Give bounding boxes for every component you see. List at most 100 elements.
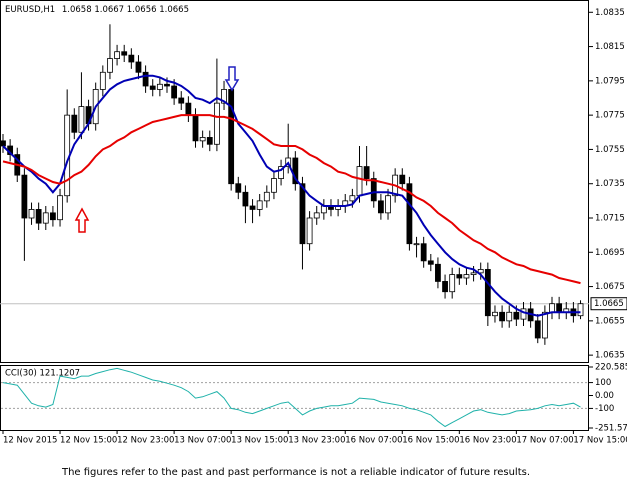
- candle-body: [71, 114, 78, 133]
- candle-body: [513, 311, 520, 320]
- candle-body: [577, 303, 584, 317]
- x-tick-label: 13 Nov 15:00: [231, 436, 288, 446]
- y-tick-label: 1.0835: [595, 8, 625, 18]
- symbol: EURUSD,H1: [5, 5, 55, 15]
- y-tick-label: 1.0735: [595, 179, 625, 189]
- candle-body: [356, 166, 363, 197]
- candle-body: [278, 166, 284, 179]
- x-tick-label: 16 Nov 07:00: [345, 436, 402, 446]
- candle-body: [484, 269, 491, 317]
- candle-body: [121, 51, 128, 56]
- candle-body: [420, 243, 427, 262]
- candle-body: [370, 178, 377, 202]
- y-tick-label: 1.0755: [595, 145, 625, 155]
- y-tick-label: 220.5852: [595, 363, 627, 373]
- candle-body: [492, 311, 498, 317]
- candle-body: [228, 89, 235, 185]
- chart-header: EURUSD,H1 1.0658 1.0667 1.0656 1.0665: [5, 5, 189, 15]
- candle-body: [413, 243, 420, 246]
- y-tick-label: 1.0695: [595, 248, 625, 258]
- candle-body: [306, 217, 313, 245]
- candle-body: [377, 200, 384, 214]
- candle-body: [28, 209, 35, 219]
- cci-title: CCI(30) 121.1207: [5, 369, 80, 379]
- candle-body: [456, 274, 463, 279]
- y-tick-label: 1.0635: [595, 351, 625, 361]
- candle-body: [178, 97, 185, 104]
- candle-body: [171, 85, 178, 99]
- candle-body: [256, 200, 263, 210]
- candle-body: [549, 303, 555, 313]
- y-tick-label: 1.0815: [595, 42, 625, 52]
- last-price-label: 1.0665: [594, 299, 624, 309]
- candle-body: [271, 178, 277, 193]
- candle-body: [128, 54, 135, 63]
- candle-body: [363, 166, 370, 179]
- candle-body: [164, 83, 170, 87]
- candle-body: [499, 311, 506, 322]
- candle-body: [149, 85, 156, 90]
- candle-body: [114, 51, 120, 59]
- open-value: 1.0658: [62, 5, 92, 15]
- candle-body: [349, 195, 356, 202]
- candle-body: [406, 183, 413, 245]
- candle-body: [57, 195, 63, 221]
- candle-body: [541, 311, 548, 339]
- y-tick-label: 100: [595, 378, 611, 388]
- candle-body: [556, 303, 563, 313]
- candle-body: [477, 269, 484, 274]
- y-tick-label: 1.0775: [595, 111, 625, 121]
- candle-body: [135, 61, 142, 73]
- candle-body: [442, 281, 448, 293]
- candle-body: [427, 260, 434, 265]
- x-tick-label: 12 Nov 23:00: [117, 436, 174, 446]
- candle-body: [199, 137, 206, 142]
- candle-body: [263, 191, 270, 202]
- candle-body: [470, 272, 477, 275]
- candle-body: [185, 102, 192, 116]
- candle-body: [107, 58, 113, 73]
- x-tick-label: 17 Nov 07:00: [516, 436, 573, 446]
- y-tick-label: 0.00: [595, 391, 614, 401]
- candle-body: [213, 102, 220, 145]
- candle-body: [142, 71, 149, 87]
- buy-arrow: [74, 207, 90, 233]
- candle-body: [78, 106, 85, 133]
- x-tick-label: 12 Nov 15:00: [60, 436, 117, 446]
- high-value: 1.0667: [94, 5, 124, 15]
- candle-body: [50, 212, 56, 221]
- y-tick-label: 1.0675: [595, 282, 625, 292]
- moving-average: [2, 114, 581, 285]
- moving-average: [2, 74, 581, 317]
- plot: 1.0635 1.0655 1.0675 1.0695 1.0715 1.0735 1.07…: [0, 8, 627, 446]
- candle-body: [520, 308, 527, 320]
- candle-body: [320, 205, 327, 214]
- cci-frame: [0, 365, 589, 431]
- candle-body: [0, 140, 6, 147]
- candle-body: [385, 195, 391, 214]
- x-tick-label: 13 Nov 23:00: [288, 436, 345, 446]
- candle-body: [35, 209, 42, 224]
- candle-body: [156, 83, 163, 90]
- y-tick-label: 1.0655: [595, 316, 625, 326]
- candle-body: [299, 183, 306, 245]
- low-value: 1.0656: [127, 5, 157, 15]
- cci-line: [2, 367, 581, 428]
- y-tick-label: 1.0715: [595, 214, 625, 224]
- x-tick-label: 16 Nov 23:00: [459, 436, 516, 446]
- x-tick-label: 12 Nov 2015: [3, 436, 57, 446]
- main-frame: [0, 0, 589, 363]
- x-tick-label: 16 Nov 15:00: [402, 436, 459, 446]
- last-price-box: [590, 297, 627, 311]
- candle-body: [21, 174, 28, 219]
- candle-body: [506, 311, 513, 322]
- candle-body: [221, 89, 227, 104]
- sell-arrow: [224, 66, 240, 92]
- disclaimer: The figures refer to the past and past p…: [61, 467, 530, 478]
- candle-body: [463, 274, 470, 279]
- candle-body: [449, 274, 456, 293]
- candle-body: [42, 212, 49, 224]
- x-tick-label: 17 Nov 15:00: [573, 436, 627, 446]
- candle-body: [249, 205, 256, 210]
